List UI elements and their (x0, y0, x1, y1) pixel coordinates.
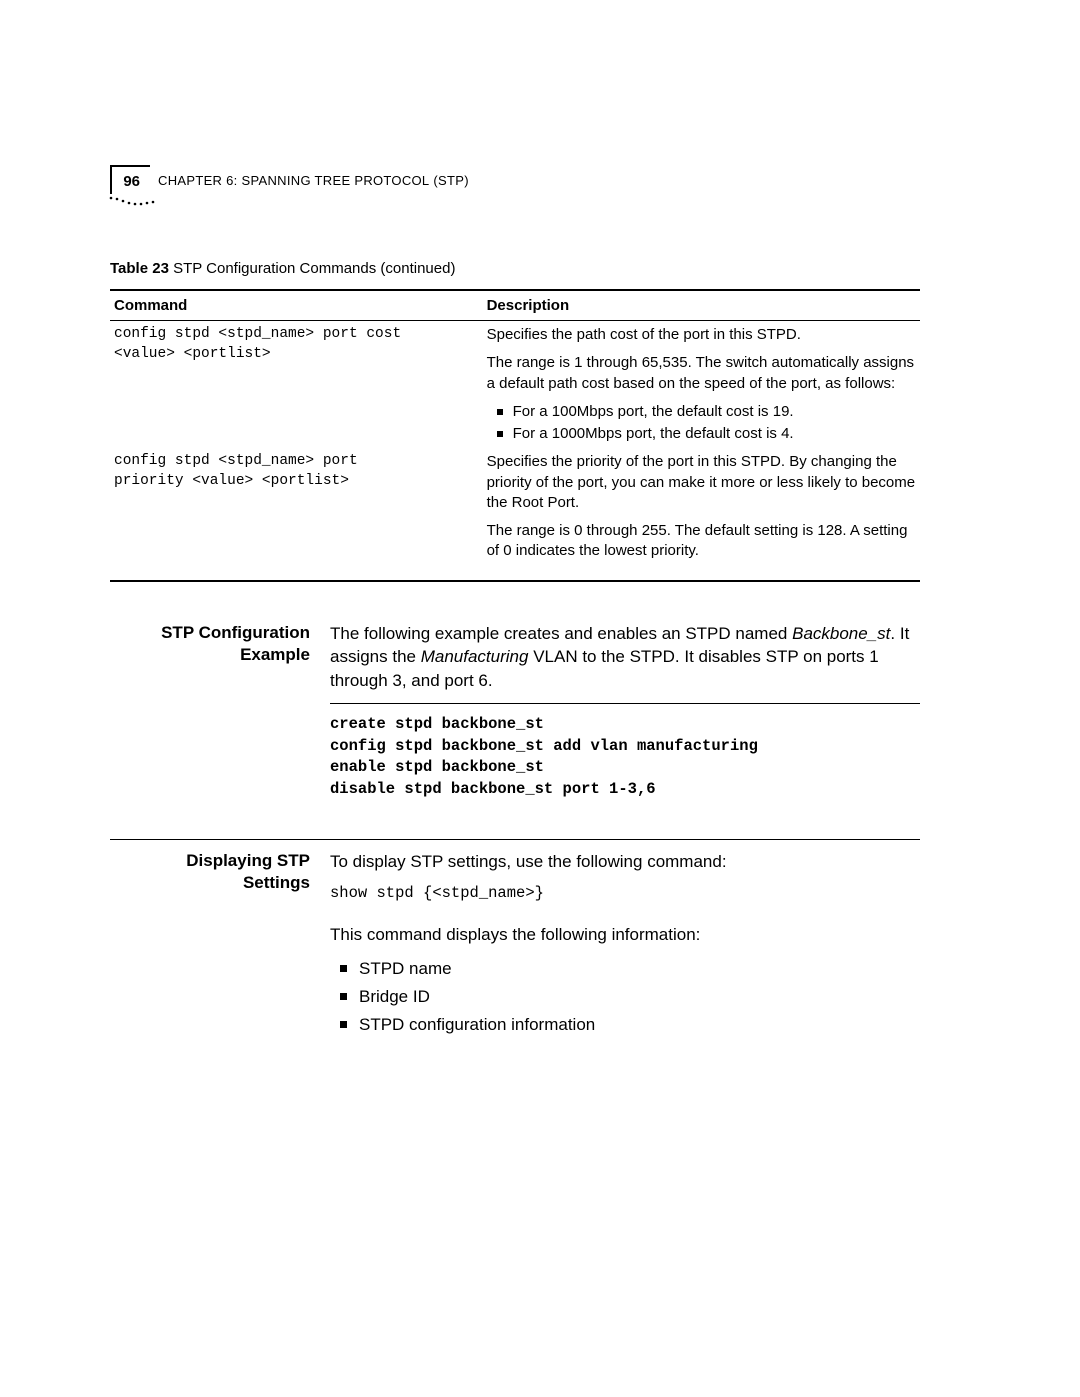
code-block: create stpd backbone_st config stpd back… (330, 714, 920, 801)
dots-icon (108, 196, 158, 210)
table-row: config stpd <stpd_name> port priority <v… (110, 448, 920, 580)
code-inline: show stpd {<stpd_name>} (330, 883, 920, 905)
description-cell: Specifies the priority of the port in th… (483, 448, 920, 580)
section-stp-config-example: STP Configuration Example The following … (110, 622, 920, 811)
stp-commands-table: Command Description config stpd <stpd_na… (110, 289, 920, 582)
table-caption: Table 23 STP Configuration Commands (con… (110, 260, 920, 277)
bullet-icon (497, 431, 503, 437)
section-paragraph: To display STP settings, use the followi… (330, 850, 920, 874)
bullet-icon (340, 993, 347, 1000)
section-paragraph: The following example creates and enable… (330, 622, 920, 693)
table-header-description: Description (483, 290, 920, 321)
section-heading: Displaying STP Settings (110, 850, 330, 1041)
section-displaying-stp: Displaying STP Settings To display STP s… (110, 839, 920, 1041)
command-cell: config stpd <stpd_name> port cost <value… (110, 321, 483, 449)
bullet-icon (497, 409, 503, 415)
page-header: 96 CHAPTER 6: SPANNING TREE PROTOCOL (ST… (110, 165, 920, 210)
table-header-command: Command (110, 290, 483, 321)
description-cell: Specifies the path cost of the port in t… (483, 321, 920, 449)
bullet-icon (340, 965, 347, 972)
page-number: 96 (110, 165, 150, 194)
list-item: Bridge ID (359, 985, 430, 1009)
section-paragraph: This command displays the following info… (330, 923, 920, 947)
list-item: STPD configuration information (359, 1013, 595, 1037)
table-row: config stpd <stpd_name> port cost <value… (110, 321, 920, 449)
bullet-icon (340, 1021, 347, 1028)
list-item: STPD name (359, 957, 452, 981)
info-list: STPD name Bridge ID STPD configuration i… (340, 957, 920, 1036)
section-heading: STP Configuration Example (110, 622, 330, 811)
command-cell: config stpd <stpd_name> port priority <v… (110, 448, 483, 580)
chapter-title: CHAPTER 6: SPANNING TREE PROTOCOL (STP) (158, 165, 469, 188)
